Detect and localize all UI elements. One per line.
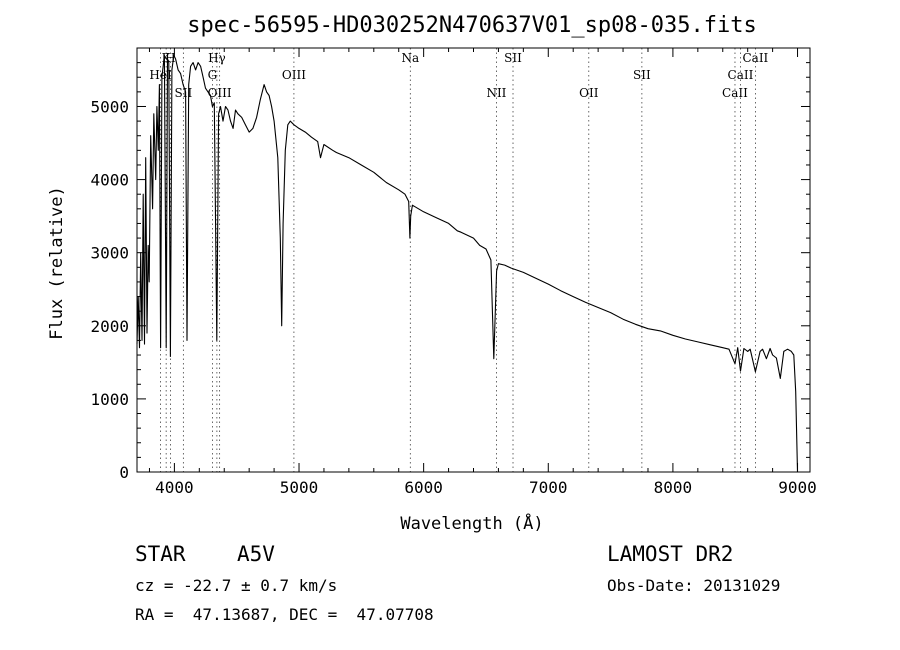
line-marker-label: SII	[633, 68, 651, 82]
y-tick-label: 2000	[90, 317, 129, 336]
redshift-value: cz = -22.7 ± 0.7 km/s	[135, 576, 338, 595]
y-tick-label: 4000	[90, 171, 129, 190]
x-axis-label: Wavelength (Å)	[400, 512, 543, 534]
line-marker-label: OII	[579, 86, 599, 100]
chart-title: spec-56595-HD030252N470637V01_sp08-035.f…	[187, 13, 757, 38]
line-marker-label: Hγ	[208, 51, 226, 65]
line-marker-label: CaII	[742, 51, 768, 65]
x-tick-label: 9000	[778, 478, 817, 497]
spectral-subclass: A5V	[237, 542, 275, 566]
coordinates: RA = 47.13687, DEC = 47.07708	[135, 605, 434, 624]
y-tick-label: 5000	[90, 97, 129, 116]
spectrum-series	[136, 54, 799, 473]
line-marker-label: OIII	[208, 86, 232, 100]
axes: 4000 5000 6000 7000 8000 9000 0 1000 2000 3000 400…	[90, 47, 817, 497]
line-marker-label: NII	[486, 86, 506, 100]
plot-frame	[136, 47, 811, 473]
y-tick-label: 0	[119, 463, 129, 482]
x-tick-label: 6000	[404, 478, 443, 497]
line-marker-label: Na	[401, 51, 419, 65]
x-tick-label: 5000	[280, 478, 319, 497]
line-marker-label: K	[162, 51, 172, 65]
line-marker-label: CaII	[722, 86, 748, 100]
spectrum-line	[136, 54, 799, 473]
x-tick-label: 8000	[654, 478, 693, 497]
object-type: STAR	[135, 542, 186, 566]
line-marker-label: H	[165, 51, 175, 65]
y-tick-label: 3000	[90, 244, 129, 263]
survey-name: LAMOST DR2	[607, 542, 734, 566]
observation-date: Obs-Date: 20131029	[607, 576, 781, 595]
x-tick-label: 4000	[155, 478, 194, 497]
line-markers: HeIKHSIIHγGOIIIOIIINaNIISIIOIISIICaIICaI…	[149, 48, 769, 472]
y-tick-label: 1000	[90, 390, 129, 409]
x-tick-label: 7000	[529, 478, 568, 497]
y-axis-label: Flux (relative)	[47, 186, 67, 340]
line-marker-label: SII	[504, 51, 522, 65]
line-marker-label: G	[208, 68, 218, 82]
line-marker-label: CaII	[728, 68, 754, 82]
line-marker-label: OIII	[282, 68, 306, 82]
line-marker-label: SII	[175, 86, 193, 100]
